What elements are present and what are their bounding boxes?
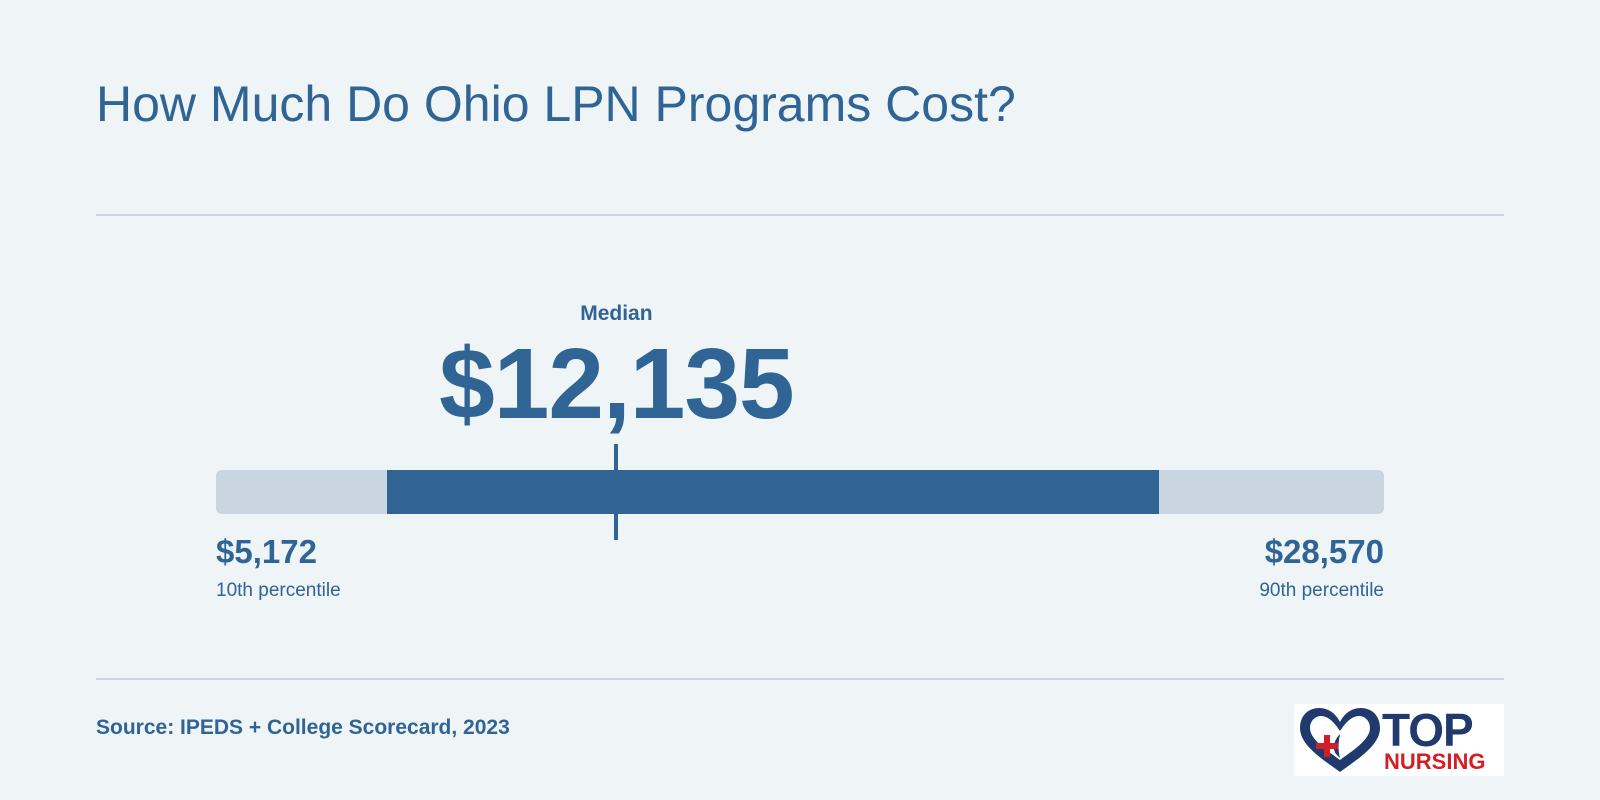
p90-value: $28,570 — [1264, 533, 1384, 570]
top-nursing-logo: TOP NURSING — [1294, 704, 1504, 776]
logo-word-nursing: NURSING — [1384, 749, 1486, 774]
median-label: Median — [580, 302, 653, 325]
median-tick — [614, 444, 619, 540]
p10-value: $5,172 — [216, 533, 317, 570]
range-track — [216, 470, 1384, 514]
bottom-divider — [96, 678, 1504, 680]
p10-p90-range-bar — [386, 470, 1159, 514]
top-divider — [96, 214, 1504, 216]
source-note: Source: IPEDS + College Scorecard, 2023 — [96, 716, 510, 739]
p90-label: 90th percentile — [1259, 580, 1384, 601]
median-value: $12,135 — [439, 328, 794, 440]
heart-cross-icon — [1300, 708, 1380, 772]
logo-word-top: TOP — [1382, 704, 1474, 756]
p10-label: 10th percentile — [216, 580, 341, 601]
page-title: How Much Do Ohio LPN Programs Cost? — [96, 76, 1016, 132]
